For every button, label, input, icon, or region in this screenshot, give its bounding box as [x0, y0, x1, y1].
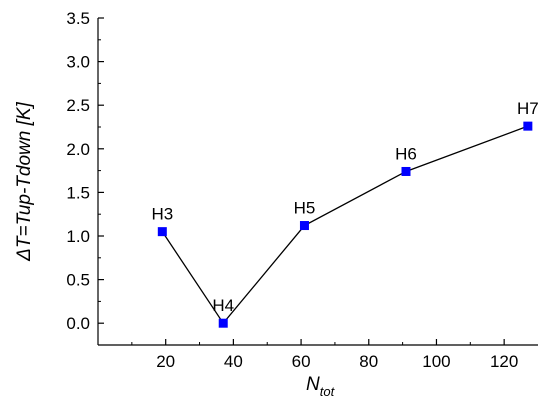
- data-point-h6: [401, 166, 411, 176]
- data-points: [157, 121, 533, 328]
- data-point-h5: [299, 221, 309, 231]
- data-point-h3: [157, 227, 167, 237]
- y-tick-label: 3.5: [66, 9, 90, 28]
- y-tick-label: 1.5: [66, 183, 90, 202]
- series-polyline: [161, 125, 529, 325]
- x-axis-title-subscript: tot: [320, 384, 336, 399]
- data-point-h4: [218, 318, 228, 328]
- point-label-h3: H3: [151, 205, 173, 224]
- x-tick-label: 20: [156, 352, 175, 371]
- y-tick-label: 0.0: [66, 314, 90, 333]
- point-label-h7: H7: [517, 99, 539, 118]
- x-axis-title: Ntot: [306, 374, 336, 399]
- series-line: [161, 125, 529, 325]
- x-tick-label: 120: [490, 352, 518, 371]
- point-label-h5: H5: [294, 199, 316, 218]
- x-tick-label: 40: [224, 352, 243, 371]
- y-tick-label: 0.5: [66, 271, 90, 290]
- point-label-h4: H4: [212, 296, 234, 315]
- point-labels: H3 H4 H5 H6 H7: [151, 99, 538, 315]
- x-tick-label: 80: [359, 352, 378, 371]
- y-axis-title: ΔT=Tup-Tdown [K]: [14, 101, 35, 261]
- point-label-h6: H6: [395, 144, 417, 163]
- data-point-h7: [523, 121, 533, 131]
- y-tick-label: 1.0: [66, 227, 90, 246]
- ticks: 20 40 60 80 100 120 0.0 0.5 1.0 1.5 2.0 2.5 3.0 3.5: [66, 9, 518, 371]
- x-tick-label: 60: [292, 352, 311, 371]
- axes: [97, 18, 538, 346]
- y-tick-label: 2.5: [66, 96, 90, 115]
- x-axis-title-main: N: [306, 374, 320, 395]
- x-tick-label: 100: [422, 352, 450, 371]
- y-tick-label: 3.0: [66, 53, 90, 72]
- y-tick-label: 2.0: [66, 140, 90, 159]
